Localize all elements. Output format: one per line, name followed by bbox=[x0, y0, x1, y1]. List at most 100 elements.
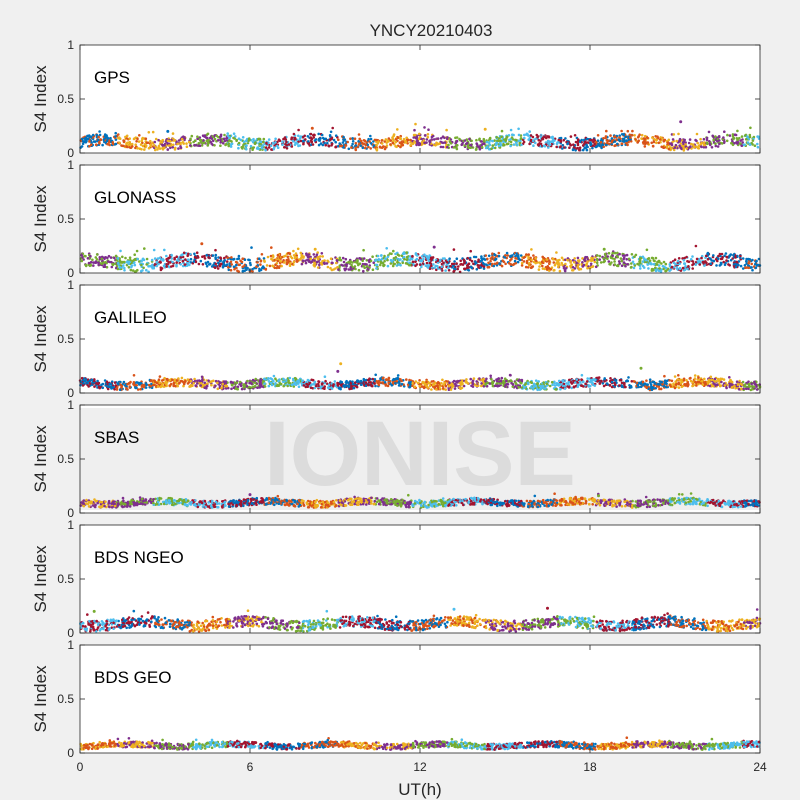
data-point bbox=[609, 377, 612, 380]
data-point bbox=[213, 266, 217, 270]
data-point bbox=[464, 142, 468, 146]
data-point bbox=[657, 259, 661, 263]
data-point bbox=[676, 267, 679, 271]
data-point bbox=[378, 381, 382, 384]
data-point bbox=[463, 261, 466, 264]
data-point bbox=[188, 385, 191, 388]
data-point bbox=[420, 259, 424, 263]
data-point bbox=[718, 264, 722, 267]
data-point bbox=[696, 141, 699, 145]
data-point bbox=[646, 136, 649, 140]
data-point bbox=[523, 133, 526, 137]
data-point bbox=[568, 146, 571, 149]
data-point bbox=[284, 138, 288, 141]
data-point bbox=[452, 262, 456, 266]
data-point bbox=[592, 140, 595, 144]
data-point bbox=[504, 254, 507, 257]
data-point bbox=[270, 148, 273, 151]
data-point bbox=[254, 377, 257, 381]
data-point bbox=[695, 145, 698, 148]
data-point bbox=[452, 248, 456, 251]
data-point bbox=[391, 264, 395, 268]
data-point bbox=[529, 266, 533, 270]
data-point bbox=[712, 254, 715, 257]
data-point bbox=[107, 141, 111, 144]
data-point bbox=[294, 252, 298, 255]
data-point bbox=[645, 386, 648, 390]
data-point bbox=[214, 253, 218, 257]
data-point bbox=[296, 247, 300, 251]
data-point bbox=[465, 378, 468, 381]
data-point bbox=[649, 261, 652, 265]
data-point bbox=[726, 133, 729, 137]
data-point bbox=[728, 134, 732, 137]
data-point bbox=[202, 139, 205, 142]
data-point bbox=[754, 262, 757, 266]
data-point bbox=[507, 134, 511, 137]
data-point bbox=[285, 143, 289, 147]
data-point bbox=[571, 269, 574, 272]
data-point bbox=[541, 264, 544, 268]
data-point bbox=[425, 141, 428, 144]
data-point bbox=[560, 256, 564, 260]
data-point bbox=[478, 147, 482, 150]
data-point bbox=[447, 266, 450, 270]
data-point bbox=[486, 257, 489, 261]
data-point bbox=[725, 139, 729, 143]
data-point bbox=[181, 259, 185, 263]
data-point bbox=[741, 257, 745, 260]
data-point bbox=[411, 255, 414, 258]
data-point bbox=[415, 139, 419, 143]
data-point bbox=[371, 384, 374, 388]
data-point bbox=[520, 143, 523, 147]
data-point bbox=[276, 253, 280, 257]
data-point bbox=[428, 254, 431, 257]
data-point bbox=[430, 135, 434, 139]
data-point bbox=[395, 145, 398, 149]
data-point bbox=[132, 137, 136, 141]
data-point bbox=[292, 249, 295, 253]
data-point bbox=[378, 145, 382, 149]
data-point bbox=[432, 138, 436, 141]
data-point bbox=[527, 256, 530, 260]
data-point bbox=[581, 261, 584, 264]
data-point bbox=[364, 381, 368, 385]
data-point bbox=[138, 134, 141, 137]
data-point bbox=[681, 141, 685, 144]
data-point bbox=[173, 148, 177, 151]
data-point bbox=[186, 382, 190, 385]
data-point bbox=[342, 135, 345, 139]
data-point bbox=[80, 254, 83, 257]
data-point bbox=[382, 376, 385, 380]
data-point bbox=[484, 254, 488, 257]
data-point bbox=[676, 259, 680, 263]
data-point bbox=[565, 382, 568, 385]
data-point bbox=[696, 260, 700, 263]
data-point bbox=[452, 146, 456, 149]
data-point bbox=[748, 133, 752, 137]
data-point bbox=[716, 377, 720, 381]
data-point bbox=[569, 264, 573, 268]
data-point bbox=[129, 268, 133, 272]
data-point bbox=[594, 140, 598, 144]
data-point bbox=[362, 269, 365, 273]
data-point bbox=[744, 387, 748, 391]
data-point bbox=[97, 135, 100, 139]
data-point bbox=[459, 259, 463, 263]
data-point bbox=[161, 143, 164, 147]
data-point bbox=[579, 380, 582, 384]
data-point bbox=[133, 253, 136, 256]
data-point bbox=[195, 251, 199, 254]
data-point bbox=[391, 136, 394, 139]
data-point bbox=[358, 142, 361, 146]
data-point bbox=[393, 262, 397, 266]
data-point bbox=[641, 264, 645, 268]
data-point bbox=[466, 144, 470, 148]
data-point bbox=[380, 142, 384, 145]
data-point bbox=[104, 141, 108, 144]
data-point bbox=[455, 262, 458, 265]
data-point bbox=[252, 137, 255, 141]
data-point bbox=[505, 142, 509, 146]
data-point bbox=[534, 261, 537, 265]
